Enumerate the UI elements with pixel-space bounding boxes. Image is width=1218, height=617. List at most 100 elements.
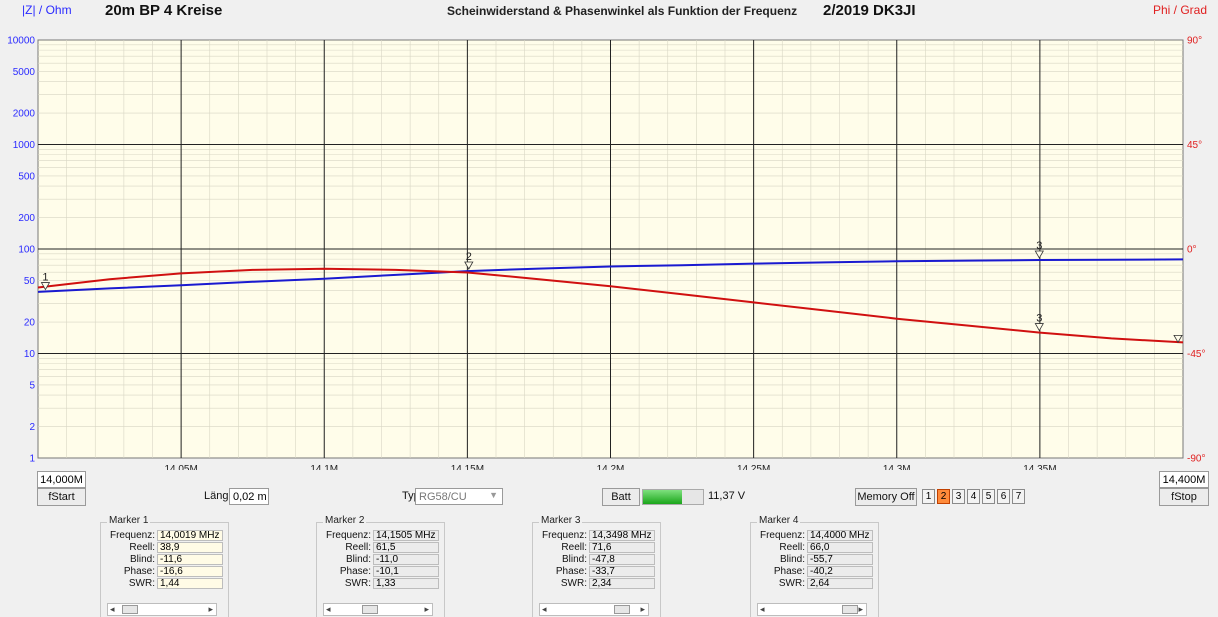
phi-tick-label: 90° — [1187, 36, 1202, 47]
memory-slot-1[interactable]: 1 — [922, 489, 935, 504]
marker-field-value-swr: 2,34 — [589, 578, 655, 589]
marker-row-frequenz: Frequenz: 14,4000 MHz — [751, 530, 879, 542]
marker-row-blind: Blind: -11,0 — [317, 554, 445, 566]
z-tick-labels: 10000 5000 2000 1000 500 200 100 50 20 10 5 2 1 — [7, 36, 35, 465]
marker-field-label: SWR: — [778, 578, 805, 589]
marker-field-value-phase: -10,1 — [373, 566, 439, 577]
scroll-left-icon[interactable]: ◂ — [542, 604, 547, 614]
marker-row-phase: Phase: -16,6 — [101, 566, 229, 578]
memory-slot-5[interactable]: 5 — [982, 489, 995, 504]
chevron-down-icon: ▼ — [489, 490, 498, 500]
marker-field-label: Phase: — [339, 566, 371, 577]
marker-row-phase: Phase: -10,1 — [317, 566, 445, 578]
phi-axis-label: Phi / Grad — [1153, 3, 1208, 17]
phi-tick-labels: 90° 45° 0° -45° -90° — [1187, 36, 1205, 465]
marker-field-label: Frequenz: — [759, 530, 805, 541]
marker-scroll-thumb[interactable] — [842, 605, 858, 614]
z-tick-label: 2 — [29, 422, 35, 433]
z-tick-label: 10 — [24, 349, 36, 360]
marker-scroll-thumb[interactable] — [362, 605, 379, 614]
impedance-line — [37, 258, 1184, 293]
memory-slot-2[interactable]: 2 — [937, 489, 950, 504]
marker-row-phase: Phase: -33,7 — [533, 566, 661, 578]
chart-title: 20m BP 4 Kreise — [105, 2, 223, 19]
marker-scroll-thumb[interactable] — [121, 605, 138, 614]
marker-field-value-frequenz: 14,1505 MHz — [373, 530, 439, 541]
frequency-tick-label: 14,35M — [1023, 464, 1056, 470]
z-tick-label: 1 — [29, 454, 35, 465]
marker-1-triangle — [40, 282, 51, 291]
marker-row-swr: SWR: 2,34 — [533, 578, 661, 590]
f-start-value[interactable]: 14,000M — [37, 471, 86, 488]
marker-panel-title: Marker 4 — [757, 515, 801, 526]
marker-field-value-phase: -16,6 — [157, 566, 223, 577]
scroll-left-icon[interactable]: ◂ — [110, 604, 115, 614]
marker-row-reell: Reell: 38,9 — [101, 542, 229, 554]
marker-field-label: SWR: — [128, 578, 155, 589]
marker-1-label: 1 — [42, 272, 48, 284]
marker-field-value-blind: -47,8 — [589, 554, 655, 565]
f-start-button[interactable]: fStart — [37, 488, 86, 506]
memory-slot-3[interactable]: 3 — [952, 489, 965, 504]
marker-panel-title: Marker 3 — [539, 515, 583, 526]
marker-2-label: 2 — [466, 251, 472, 263]
impedance-chart[interactable]: 10000 5000 2000 1000 500 200 100 50 20 10 5 2 1 90° 4… — [0, 0, 1218, 471]
scroll-left-icon[interactable]: ◂ — [326, 604, 331, 614]
phase-line — [37, 267, 1184, 344]
frequency-tick-label: 14,15M — [451, 464, 484, 470]
marker-scroll-thumb[interactable] — [614, 605, 631, 614]
f-stop-value[interactable]: 14,400M — [1159, 471, 1209, 488]
memory-off-button[interactable]: Memory Off — [855, 488, 917, 506]
marker-field-label: Phase: — [773, 566, 805, 577]
laenge-input[interactable]: 0,02 m — [229, 488, 269, 505]
marker-field-label: Blind: — [129, 554, 155, 565]
marker-field-value-reell: 61,5 — [373, 542, 439, 553]
marker-row-blind: Blind: -47,8 — [533, 554, 661, 566]
marker-field-label: Reell: — [129, 542, 155, 553]
marker-field-value-reell: 38,9 — [157, 542, 223, 553]
marker-field-label: Phase: — [555, 566, 587, 577]
marker-field-label: Frequenz: — [109, 530, 155, 541]
marker-scrollbar[interactable]: ◂ ▸ — [539, 603, 649, 616]
scroll-right-icon[interactable]: ▸ — [424, 604, 429, 614]
marker-field-label: Blind: — [345, 554, 371, 565]
marker-field-value-reell: 66,0 — [807, 542, 873, 553]
scroll-right-icon[interactable]: ▸ — [858, 604, 863, 614]
memory-slot-4[interactable]: 4 — [967, 489, 980, 504]
frequency-tick-label: 14,05M — [164, 464, 197, 470]
frequency-tick-label: 14,25M — [737, 464, 770, 470]
batt-button[interactable]: Batt — [602, 488, 640, 506]
frequency-tick-label: 14,3M — [883, 464, 911, 470]
marker-field-label: Blind: — [779, 554, 805, 565]
marker-field-value-frequenz: 14,3498 MHz — [589, 530, 655, 541]
typ-select[interactable]: RG58/CU ▼ — [415, 488, 503, 505]
z-tick-label: 20 — [24, 318, 36, 329]
marker-row-reell: Reell: 66,0 — [751, 542, 879, 554]
marker-row-reell: Reell: 71,6 — [533, 542, 661, 554]
marker-field-label: Phase: — [123, 566, 155, 577]
scroll-right-icon[interactable]: ▸ — [640, 604, 645, 614]
marker-field-value-swr: 1,33 — [373, 578, 439, 589]
marker-field-value-blind: -11,6 — [157, 554, 223, 565]
marker-field-value-blind: -11,0 — [373, 554, 439, 565]
marker-row-swr: SWR: 1,33 — [317, 578, 445, 590]
memory-slot-7[interactable]: 7 — [1012, 489, 1025, 504]
marker-row-swr: SWR: 1,44 — [101, 578, 229, 590]
marker-scrollbar[interactable]: ◂ ▸ — [323, 603, 433, 616]
marker-scrollbar[interactable]: ◂ ▸ — [107, 603, 217, 616]
memory-slot-6[interactable]: 6 — [997, 489, 1010, 504]
major-grid — [38, 40, 1183, 458]
marker-row-phase: Phase: -40,2 — [751, 566, 879, 578]
z-tick-label: 50 — [24, 276, 36, 287]
marker-scrollbar[interactable]: ◂ ▸ — [757, 603, 867, 616]
f-stop-button[interactable]: fStop — [1159, 488, 1209, 506]
marker-field-label: Reell: — [345, 542, 371, 553]
chart-author: 2/2019 DK3JI — [823, 2, 916, 19]
marker-row-frequenz: Frequenz: 14,1505 MHz — [317, 530, 445, 542]
marker-field-value-frequenz: 14,4000 MHz — [807, 530, 873, 541]
frequency-tick-label: 14,1M — [310, 464, 338, 470]
scroll-left-icon[interactable]: ◂ — [760, 604, 765, 614]
z-tick-label: 2000 — [13, 109, 36, 120]
scroll-right-icon[interactable]: ▸ — [208, 604, 213, 614]
marker-panel-1: Marker 1 Frequenz: 14,0019 MHz Reell: 38,9 Bl… — [100, 515, 229, 617]
